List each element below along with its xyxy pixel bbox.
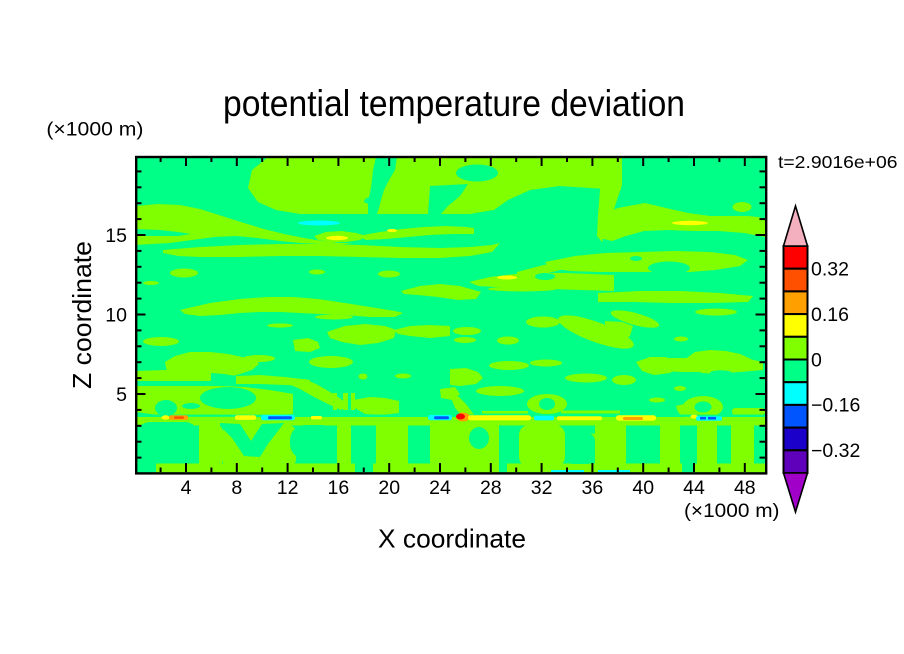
svg-text:potential temperature deviatio: potential temperature deviation	[223, 83, 685, 124]
svg-text:12: 12	[277, 477, 299, 499]
svg-text:0.32: 0.32	[811, 259, 849, 281]
svg-text:10: 10	[105, 304, 127, 326]
svg-text:0.16: 0.16	[811, 304, 849, 326]
svg-text:Z coordinate: Z coordinate	[67, 241, 97, 389]
svg-text:−0.32: −0.32	[811, 440, 860, 462]
svg-text:20: 20	[378, 477, 400, 499]
svg-text:X coordinate: X coordinate	[378, 523, 526, 553]
svg-text:(×1000 m): (×1000 m)	[684, 500, 780, 522]
svg-text:48: 48	[734, 477, 756, 499]
svg-text:24: 24	[429, 477, 451, 499]
svg-text:32: 32	[531, 477, 553, 499]
svg-text:15: 15	[105, 225, 127, 247]
svg-text:28: 28	[480, 477, 502, 499]
svg-text:t=2.9016e+06: t=2.9016e+06	[778, 152, 898, 172]
svg-text:44: 44	[683, 477, 705, 499]
svg-text:0: 0	[811, 349, 822, 371]
svg-text:−0.16: −0.16	[811, 395, 860, 417]
svg-text:8: 8	[231, 477, 242, 499]
svg-text:36: 36	[582, 477, 604, 499]
svg-text:16: 16	[328, 477, 350, 499]
svg-text:(×1000 m): (×1000 m)	[46, 118, 143, 140]
svg-text:40: 40	[632, 477, 654, 499]
svg-text:4: 4	[181, 477, 192, 499]
svg-text:5: 5	[116, 384, 127, 406]
